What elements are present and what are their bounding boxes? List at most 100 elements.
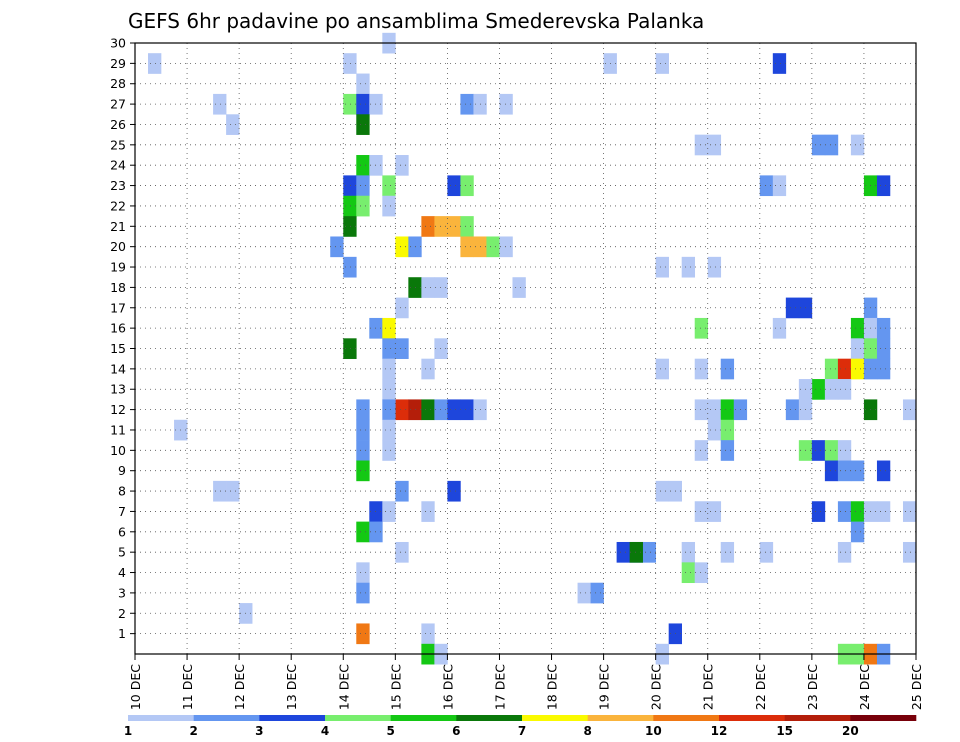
data-cell [694, 440, 709, 461]
data-cell [850, 317, 865, 339]
data-cell [343, 256, 357, 278]
colorbar-segment [719, 715, 785, 721]
data-cell [356, 399, 370, 421]
x-tick-label: 20 DEC [649, 664, 664, 710]
data-cell [460, 175, 474, 197]
y-tick-label: 17 [110, 300, 126, 315]
data-cell [343, 93, 357, 115]
data-cell [356, 582, 370, 604]
data-cell [447, 175, 461, 197]
data-cell [421, 623, 435, 645]
y-tick-label: 15 [110, 341, 126, 356]
data-cell [356, 562, 370, 584]
heatmap-cells [148, 32, 917, 665]
data-cell [837, 379, 852, 400]
data-cell [902, 541, 917, 563]
data-cell [213, 480, 227, 502]
y-tick-label: 25 [110, 137, 126, 152]
y-tick-label: 23 [110, 178, 126, 193]
x-tick-label: 23 DEC [805, 664, 820, 710]
y-tick-label: 1 [118, 626, 126, 641]
y-tick-label: 29 [110, 56, 126, 71]
data-cell [850, 134, 865, 156]
data-cell [343, 338, 357, 359]
colorbar-segment [784, 715, 851, 721]
data-cell [902, 399, 917, 421]
y-tick-label: 7 [118, 504, 126, 519]
colorbar-label: 20 [842, 724, 859, 738]
x-tick-label: 10 DEC [128, 664, 143, 710]
data-cell [876, 175, 891, 197]
data-cell [343, 216, 357, 237]
y-tick-label: 27 [110, 97, 126, 112]
data-cell [642, 541, 656, 563]
data-cell [720, 541, 735, 563]
colorbar-segment [390, 715, 457, 721]
data-cell [421, 277, 435, 298]
data-cell [421, 399, 435, 421]
x-tick-label: 24 DEC [857, 664, 872, 710]
data-cell [499, 93, 513, 115]
data-cell [616, 541, 630, 563]
data-cell [837, 501, 852, 522]
data-cell [811, 501, 826, 522]
data-cell [356, 73, 370, 95]
x-tick-label: 18 DEC [545, 664, 560, 710]
data-cell [421, 358, 435, 380]
data-cell [694, 317, 709, 339]
data-cell [772, 317, 787, 339]
data-cell [330, 236, 344, 258]
data-cell [226, 114, 240, 135]
data-cell [720, 399, 735, 421]
data-cell [707, 134, 722, 156]
data-cell [707, 399, 722, 421]
data-cell [850, 501, 865, 522]
data-cell [759, 175, 774, 197]
x-tick-label: 25 DEC [909, 664, 924, 710]
colorbar-label: 3 [255, 724, 263, 738]
data-cell [707, 256, 722, 278]
data-cell [824, 440, 839, 461]
y-tick-label: 5 [118, 545, 126, 560]
data-cell [824, 379, 839, 400]
colorbar-segment [325, 715, 391, 721]
data-cell [226, 480, 240, 502]
data-cell [421, 501, 435, 522]
data-cell [707, 501, 722, 522]
data-cell [356, 521, 370, 543]
data-cell [460, 216, 474, 237]
y-tick-label: 3 [118, 585, 126, 600]
colorbar-label: 1 [124, 724, 132, 738]
colorbar-segment [456, 715, 523, 721]
chart-title: GEFS 6hr padavine po ansamblima Smederev… [128, 9, 704, 33]
data-cell [395, 399, 409, 421]
colorbar-label: 15 [776, 724, 793, 738]
data-cell [824, 134, 839, 156]
x-tick-label: 21 DEC [701, 664, 716, 710]
data-cell [343, 195, 357, 217]
colorbar-segment [850, 715, 917, 721]
data-cell [720, 358, 735, 380]
data-cell [499, 236, 513, 258]
data-cell [837, 358, 852, 380]
data-cell [824, 460, 839, 482]
data-cell [876, 338, 891, 359]
data-cell [512, 277, 526, 298]
colorbar-label: 5 [386, 724, 394, 738]
data-cell [681, 541, 696, 563]
data-cell [382, 175, 396, 197]
y-tick-label: 13 [110, 382, 126, 397]
data-cell [382, 501, 396, 522]
data-cell [772, 53, 787, 74]
y-tick-label: 10 [110, 443, 126, 458]
colorbar-label: 12 [711, 724, 728, 738]
colorbar-legend: 1 2 3 4 5 6 7 8 10 12 15 20 [124, 715, 917, 738]
data-cell [850, 521, 865, 543]
colorbar-segment [653, 715, 720, 721]
y-tick-label: 12 [110, 402, 126, 417]
data-cell [148, 53, 162, 74]
colorbar-segment [128, 715, 194, 721]
y-tick-label: 26 [110, 117, 126, 132]
x-tick-label: 11 DEC [180, 664, 195, 710]
y-tick-label: 19 [110, 260, 126, 275]
